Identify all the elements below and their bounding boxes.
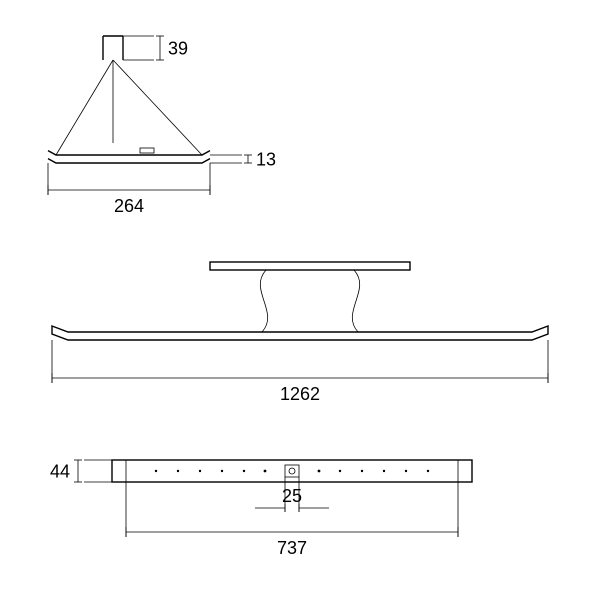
dimension-diagram: 39 13 264 1262 44 25 737 [0, 0, 600, 600]
dim-full-length: 1262 [280, 384, 320, 404]
dim-canopy-height: 39 [168, 38, 188, 58]
dim-body-width: 264 [114, 196, 144, 216]
dim-track-height: 44 [50, 461, 70, 481]
dim-track-length: 737 [277, 538, 307, 558]
dim-body-thickness: 13 [256, 149, 276, 169]
dim-center-module: 25 [282, 486, 302, 506]
